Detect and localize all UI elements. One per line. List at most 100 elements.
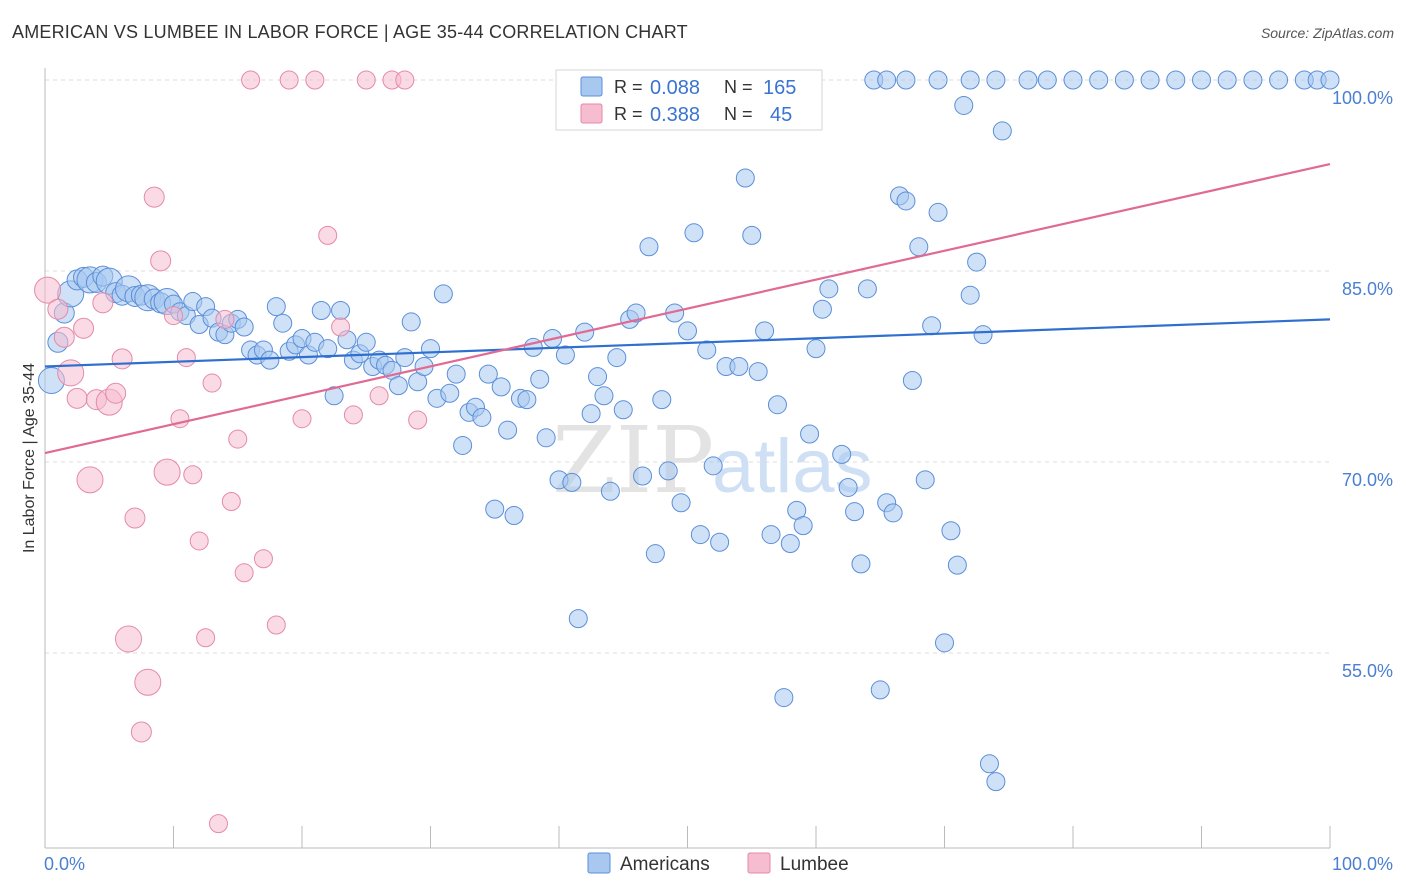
americans-point bbox=[485, 499, 505, 519]
lumbee-point bbox=[115, 625, 143, 653]
americans-point bbox=[832, 444, 852, 464]
chart-title: AMERICAN VS LUMBEE IN LABOR FORCE | AGE … bbox=[12, 22, 688, 42]
americans-point bbox=[819, 279, 839, 299]
americans-point bbox=[896, 191, 916, 211]
americans-point bbox=[1166, 70, 1186, 90]
legend-box: R = 0.088 N = 165 R = 0.388 N = 45 bbox=[555, 69, 823, 131]
x-tick-labels: 0.0% 100.0% bbox=[44, 854, 1393, 874]
americans-point bbox=[915, 470, 935, 490]
americans-point bbox=[902, 371, 922, 391]
x-tick-label-min: 0.0% bbox=[44, 854, 85, 874]
lumbee-point bbox=[92, 292, 114, 314]
americans-point bbox=[992, 121, 1012, 141]
americans-point bbox=[671, 493, 691, 513]
americans-point bbox=[331, 300, 351, 320]
lumbee-point bbox=[134, 668, 162, 696]
y-tick-labels: 55.0% 70.0% 85.0% 100.0% bbox=[1332, 88, 1393, 681]
americans-point bbox=[684, 223, 704, 243]
americans-point bbox=[742, 225, 762, 245]
americans-point bbox=[710, 532, 730, 552]
americans-point bbox=[639, 237, 659, 257]
americans-point bbox=[703, 456, 723, 476]
lumbee-point bbox=[395, 70, 415, 90]
americans-point bbox=[324, 386, 344, 406]
americans-point bbox=[973, 325, 993, 345]
americans-point bbox=[767, 395, 787, 415]
lumbee-trend-line bbox=[44, 162, 1331, 455]
lumbee-point bbox=[266, 615, 286, 635]
bottom-legend-label-americans: Americans bbox=[620, 854, 710, 875]
legend-r-label-lumbee: R = bbox=[614, 104, 643, 124]
lumbee-point bbox=[356, 70, 376, 90]
americans-point bbox=[735, 168, 755, 188]
lumbee-point bbox=[234, 563, 254, 583]
watermark-zip: ZIP bbox=[552, 407, 714, 514]
americans-point bbox=[748, 362, 768, 382]
americans-point bbox=[935, 633, 954, 653]
americans-point bbox=[883, 503, 903, 523]
lumbee-point bbox=[130, 721, 152, 743]
legend-swatch-americans bbox=[580, 76, 603, 97]
americans-point bbox=[421, 339, 440, 359]
americans-point bbox=[491, 377, 511, 397]
americans-point bbox=[1243, 70, 1263, 90]
lumbee-point bbox=[47, 298, 69, 320]
americans-point bbox=[1269, 70, 1289, 90]
americans-point bbox=[922, 316, 942, 336]
americans-point bbox=[311, 300, 331, 320]
americans-point bbox=[645, 544, 665, 564]
americans-point bbox=[453, 435, 473, 455]
americans-point bbox=[793, 516, 813, 536]
y-tick-label: 70.0% bbox=[1342, 470, 1393, 490]
lumbee-point bbox=[150, 250, 172, 272]
americans-point bbox=[1320, 70, 1340, 90]
lumbee-point bbox=[305, 70, 325, 90]
americans-point bbox=[1089, 70, 1109, 90]
americans-point bbox=[273, 313, 293, 333]
americans-point bbox=[986, 772, 1006, 792]
lumbee-point bbox=[331, 317, 351, 337]
x-tick-label-max: 100.0% bbox=[1332, 854, 1393, 874]
americans-point bbox=[909, 237, 929, 257]
lumbee-point bbox=[208, 814, 228, 834]
lumbee-point bbox=[105, 382, 127, 404]
americans-point bbox=[652, 390, 672, 410]
americans-point bbox=[838, 477, 858, 497]
americans-point bbox=[697, 340, 717, 360]
bottom-legend-label-lumbee: Lumbee bbox=[780, 854, 849, 875]
americans-point bbox=[395, 348, 415, 368]
americans-point bbox=[851, 554, 871, 574]
lumbee-point bbox=[183, 465, 203, 485]
lumbee-point bbox=[164, 306, 183, 326]
lumbee-point bbox=[111, 348, 133, 370]
y-axis-label: In Labor Force | Age 35-44 bbox=[21, 363, 38, 553]
y-tick-label: 85.0% bbox=[1342, 279, 1393, 299]
y-tick-label: 55.0% bbox=[1342, 661, 1393, 681]
lumbee-point bbox=[279, 70, 299, 90]
lumbee-point bbox=[57, 359, 85, 387]
americans-point bbox=[1037, 70, 1057, 90]
americans-point bbox=[960, 70, 980, 90]
americans-point bbox=[234, 317, 254, 337]
americans-point bbox=[729, 357, 749, 376]
bottom-legend-swatch-lumbee bbox=[747, 852, 771, 874]
lumbee-point bbox=[253, 549, 273, 569]
lumbee-point bbox=[221, 491, 241, 511]
lumbee-point bbox=[34, 276, 62, 304]
americans-point bbox=[678, 321, 697, 341]
americans-point bbox=[388, 376, 408, 396]
lumbee-point bbox=[189, 531, 209, 551]
americans-point bbox=[896, 70, 916, 90]
americans-point bbox=[1140, 70, 1160, 90]
americans-point bbox=[941, 521, 961, 541]
y-tick-label: 100.0% bbox=[1332, 88, 1393, 108]
lumbee-point bbox=[143, 186, 165, 208]
source-label: Source: ZipAtlas.com bbox=[1260, 25, 1394, 41]
lumbee-point bbox=[408, 410, 428, 430]
americans-point bbox=[607, 348, 627, 368]
americans-point bbox=[658, 461, 678, 481]
americans-point bbox=[433, 284, 453, 304]
bottom-legend: Americans Lumbee bbox=[587, 852, 849, 875]
americans-point bbox=[504, 505, 524, 525]
americans-point bbox=[562, 472, 582, 492]
